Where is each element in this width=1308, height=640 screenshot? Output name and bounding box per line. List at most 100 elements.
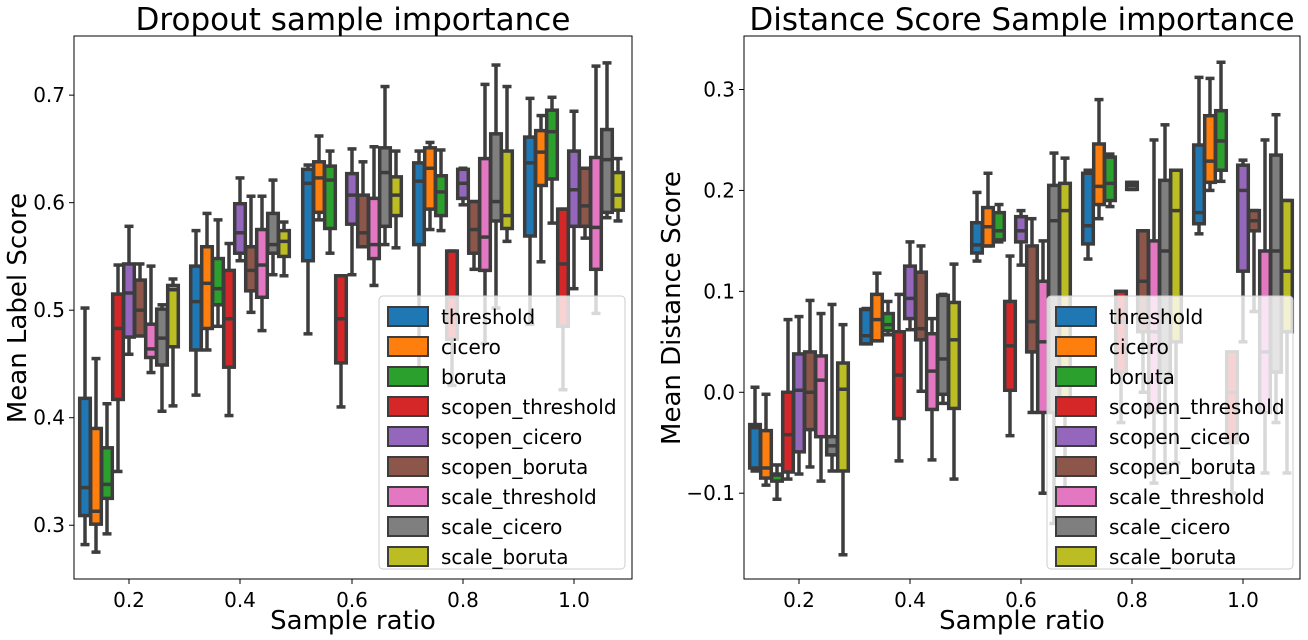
box-iqr (477, 156, 493, 273)
series-boruta (99, 95, 560, 536)
box-scale_threshold-0.4 (254, 194, 270, 333)
x-axis-label: Sample ratio (270, 606, 436, 636)
box-iqr (488, 132, 504, 223)
x-tick-label: 0.8 (447, 588, 479, 612)
legend-label-scopen_boruta: scopen_boruta (1109, 455, 1256, 479)
box-threshold-0.6 (969, 190, 985, 263)
box-scopen_cicero-0.8 (455, 166, 471, 207)
box-cicero-0.6 (980, 171, 996, 248)
box-scopen_cicero-0.4 (232, 176, 248, 263)
y-tick-label: 0.6 (33, 191, 65, 215)
axes-frame (743, 35, 1301, 580)
box-iqr (121, 262, 137, 339)
legend-label-scale_cicero: scale_cicero (441, 515, 562, 539)
box-scopen_boruta-0.4 (913, 244, 929, 394)
box-threshold-0.4 (858, 306, 874, 346)
legend: threshold cicero boruta scopen_thresholdsco… (1046, 295, 1294, 570)
box-iqr (902, 264, 918, 321)
series-boruta (769, 60, 1229, 502)
box-iqr (143, 322, 159, 360)
box-boruta-0.4 (210, 218, 226, 329)
box-iqr (1191, 143, 1207, 226)
box-iqr (77, 396, 93, 518)
legend-swatch-scopen_boruta (1055, 456, 1097, 477)
y-tick-label: 0.3 (33, 513, 65, 537)
box-iqr (913, 270, 929, 342)
legend-swatch-scopen_boruta (387, 456, 429, 477)
box-scale_boruta-0.2 (835, 322, 851, 557)
x-tick-label: 0.8 (1116, 588, 1148, 612)
box-scale_threshold-0.2 (813, 311, 829, 483)
box-scopen_cicero-0.2 (121, 224, 137, 357)
legend-swatch-scale_cicero (387, 516, 429, 537)
y-tick-label: 0.4 (33, 406, 65, 430)
box-iqr (858, 307, 874, 346)
box-scale_boruta-0.4 (946, 262, 962, 481)
legend-frame (378, 295, 626, 570)
box-scopen_boruta-1.0 (577, 166, 593, 240)
legend-label-scopen_threshold: scopen_threshold (441, 395, 617, 419)
box-iqr (99, 446, 115, 501)
box-boruta-0.4 (880, 299, 896, 337)
y-axis-label: Mean Label Score (3, 193, 33, 423)
legend-label-cicero: cicero (441, 335, 501, 359)
series-threshold (747, 75, 1207, 473)
legend-swatch-cicero (387, 336, 429, 357)
box-scopen_threshold-0.6 (1002, 254, 1018, 438)
box-threshold-1.0 (1191, 75, 1207, 236)
legend-swatch-scale_threshold (1055, 486, 1097, 507)
box-scopen_boruta-0.2 (132, 262, 148, 338)
series-cicero (758, 76, 1218, 487)
box-iqr (311, 160, 327, 215)
box-iqr (946, 300, 962, 411)
y-tick-label: 0.7 (33, 83, 65, 107)
legend-label-threshold: threshold (441, 305, 535, 329)
box-scopen_cicero-0.4 (902, 240, 918, 332)
legend-swatch-scopen_cicero (1055, 426, 1097, 447)
box-scopen_threshold-0.2 (110, 263, 126, 474)
box-boruta-0.6 (991, 202, 1007, 244)
box-iqr (466, 199, 482, 255)
box-iqr (1235, 163, 1251, 273)
x-tick-label: 0.4 (894, 588, 926, 612)
box-iqr (232, 201, 248, 255)
box-iqr (366, 196, 382, 261)
box-iqr (433, 174, 449, 218)
series-scale_threshold (143, 64, 604, 375)
box-scopen_threshold-0.4 (221, 241, 237, 418)
box-scale_cicero-0.2 (824, 302, 840, 473)
x-axis-label: Sample ratio (939, 606, 1105, 636)
box-scale_cicero-1.0 (599, 61, 615, 220)
box-cicero-0.6 (311, 134, 327, 222)
legend-swatch-scopen_cicero (387, 426, 429, 447)
legend-swatch-scale_threshold (387, 486, 429, 507)
box-scopen_boruta-0.6 (1024, 216, 1040, 415)
box-cicero-0.2 (88, 356, 104, 554)
x-tick-label: 0.6 (1005, 588, 1037, 612)
box-scale_cicero-0.4 (935, 292, 951, 406)
y-tick-label: 0.2 (703, 178, 735, 202)
legend-swatch-boruta (387, 366, 429, 387)
box-iqr (165, 283, 181, 349)
box-cicero-0.8 (1091, 97, 1107, 221)
series-scale_boruta (165, 84, 626, 408)
series-scopen_boruta (802, 208, 1262, 469)
box-cicero-0.8 (422, 140, 438, 232)
box-scopen_cicero-0.6 (344, 147, 360, 277)
legend-swatch-scale_cicero (1055, 516, 1097, 537)
legend-swatch-scale_boruta (387, 546, 429, 567)
box-scopen_threshold-0.2 (780, 317, 796, 481)
box-scale_boruta-0.4 (276, 220, 292, 278)
box-scopen_threshold-0.4 (891, 292, 907, 463)
axes-frame (73, 35, 633, 580)
box-iqr (188, 264, 204, 352)
series-scopen_cicero (791, 158, 1251, 476)
box-cicero-1.0 (1202, 76, 1218, 193)
box-boruta-1.0 (544, 95, 560, 225)
legend-swatch-boruta (1055, 366, 1097, 387)
box-scale_cicero-0.6 (377, 84, 393, 247)
box-scale_threshold-0.2 (143, 264, 159, 375)
box-scopen_cicero-0.6 (1013, 208, 1029, 267)
box-boruta-0.2 (769, 463, 785, 502)
box-scopen_boruta-0.4 (243, 194, 259, 315)
